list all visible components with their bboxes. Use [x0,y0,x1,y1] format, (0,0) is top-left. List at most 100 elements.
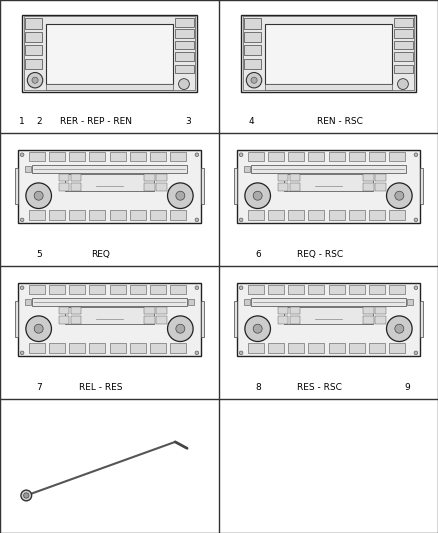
Circle shape [20,351,24,354]
Bar [265,24,392,84]
Bar [89,152,106,161]
Bar [364,174,374,181]
Bar [237,150,420,223]
Bar [18,282,201,356]
Bar [59,316,69,324]
Text: REN - RSC: REN - RSC [317,117,362,126]
Bar [71,183,81,191]
Bar [150,285,166,294]
Circle shape [245,183,271,208]
Bar [25,59,42,69]
Bar [288,285,304,294]
Bar [156,183,166,191]
Circle shape [176,191,185,200]
Bar [175,19,194,27]
Bar [394,29,413,38]
Bar [170,343,187,353]
Circle shape [195,153,199,157]
Circle shape [167,183,193,208]
Circle shape [20,218,24,222]
Bar [268,285,284,294]
Circle shape [21,490,32,501]
Circle shape [27,72,43,88]
Bar [247,211,264,220]
Bar [89,285,106,294]
Bar [89,343,106,353]
Bar [110,152,126,161]
Bar [49,285,65,294]
Bar [49,343,65,353]
Bar [288,343,304,353]
Bar [389,152,406,161]
Bar [28,343,45,353]
Bar [288,152,304,161]
Bar [268,152,284,161]
Bar [130,152,146,161]
Bar [170,211,187,220]
Bar [237,282,420,356]
Text: 8: 8 [255,383,261,392]
Circle shape [239,286,243,289]
Bar [349,211,365,220]
Bar [25,299,32,305]
Text: 6: 6 [255,249,261,259]
Circle shape [414,351,418,354]
Bar [15,301,18,337]
Bar [46,24,173,84]
Circle shape [414,218,418,222]
Bar [25,31,42,42]
Bar [110,211,126,220]
Bar [156,316,166,324]
Bar [175,52,194,61]
Bar [364,307,374,314]
Bar [284,307,373,324]
Text: REQ - RSC: REQ - RSC [297,249,343,259]
Bar [187,299,194,305]
Bar [394,52,413,61]
Bar [24,17,195,90]
Bar [394,41,413,50]
Bar [420,301,423,337]
Bar [244,19,261,28]
Bar [15,168,18,205]
Circle shape [24,493,29,498]
Bar [369,285,385,294]
Bar [201,168,204,205]
Bar [290,174,300,181]
Bar [69,152,85,161]
Bar [375,174,385,181]
Bar [32,165,187,173]
Bar [234,168,237,205]
Text: REL - RES: REL - RES [79,383,123,392]
Bar [328,152,345,161]
Text: 7: 7 [36,383,42,392]
Bar [328,285,345,294]
Circle shape [195,218,199,222]
Bar [244,31,261,42]
Bar [364,316,374,324]
Bar [145,174,155,181]
Bar [375,307,385,314]
Circle shape [386,316,412,342]
Bar [420,168,423,205]
Text: 4: 4 [249,117,254,126]
Circle shape [195,351,199,354]
Circle shape [176,324,185,333]
Bar [244,299,251,305]
Bar [308,152,325,161]
Circle shape [395,191,404,200]
Circle shape [32,77,38,83]
Circle shape [20,286,24,289]
Circle shape [239,351,243,354]
Bar [241,14,416,92]
Bar [65,174,154,191]
Bar [110,285,126,294]
Bar [170,152,187,161]
Circle shape [386,183,412,208]
Circle shape [398,79,408,90]
Bar [175,29,194,38]
Circle shape [245,316,271,342]
Bar [201,301,204,337]
Bar [59,183,69,191]
Bar [130,211,146,220]
